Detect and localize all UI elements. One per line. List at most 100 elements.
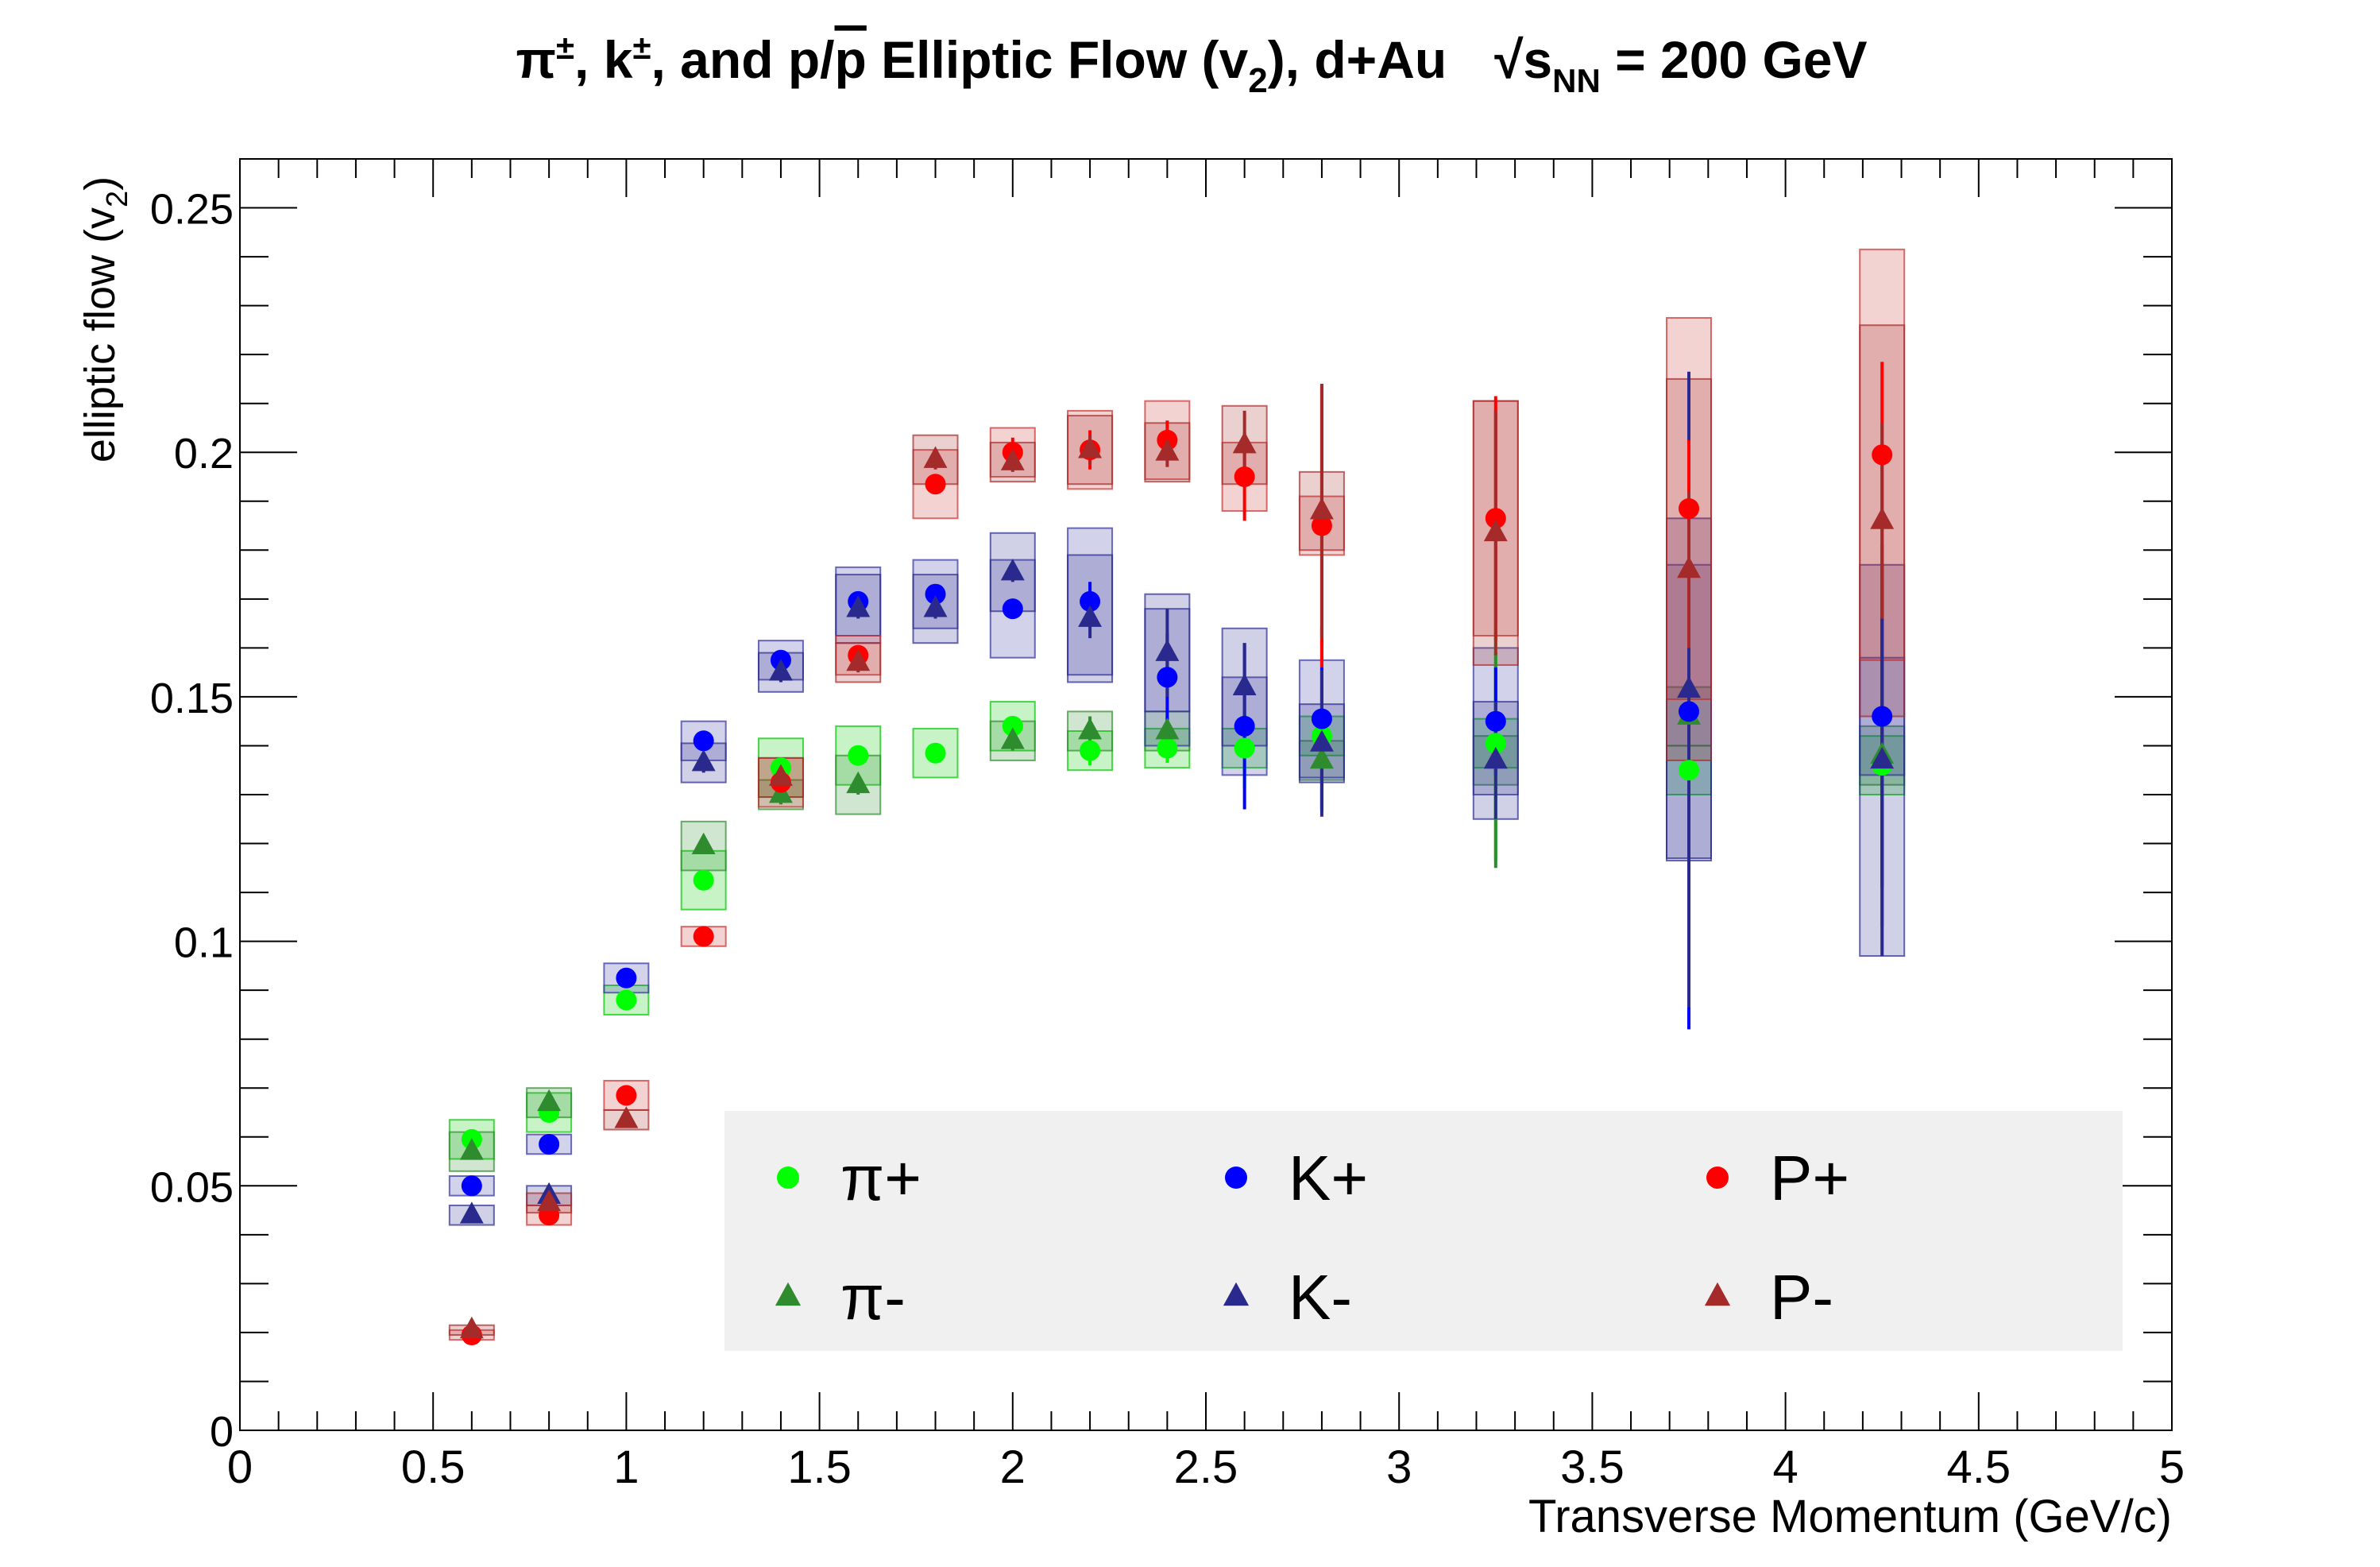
marker-k-minus xyxy=(691,749,716,772)
marker-pi-minus xyxy=(1000,727,1025,749)
marker-p-minus xyxy=(1483,519,1508,542)
marker-pi-minusplus xyxy=(1679,760,1699,781)
x-tick-label: 2.5 xyxy=(1174,1441,1238,1493)
marker-pi-minusplus xyxy=(1485,733,1506,754)
legend-entry-kminus-marker xyxy=(1223,1282,1250,1306)
title-proton-text: , and p/ xyxy=(651,30,835,89)
x-tick-label: 1 xyxy=(613,1441,639,1493)
marker-pi-minus xyxy=(846,771,871,794)
legend-entry-piminus: π- xyxy=(775,1262,906,1333)
y-tick-label: 0 xyxy=(210,1408,234,1456)
marker-p-minus xyxy=(1000,448,1025,470)
marker-k-minusplus xyxy=(1157,667,1178,688)
marker-pi-minus xyxy=(537,1089,562,1112)
y-axis-label-close: ) xyxy=(76,176,124,191)
x-tick-label: 1.5 xyxy=(787,1441,852,1493)
legend-entry-piplus: π+ xyxy=(777,1143,921,1213)
x-tick-label: 3.5 xyxy=(1560,1441,1625,1493)
marker-k-minusplus xyxy=(1002,598,1023,620)
marker-k-minusplus xyxy=(539,1134,560,1155)
marker-p-minusplus xyxy=(693,926,714,947)
legend-entry-piplus-marker xyxy=(777,1167,799,1189)
marker-k-minus xyxy=(1870,746,1895,769)
marker-p-minus xyxy=(1309,497,1334,520)
marker-k-minus xyxy=(459,1201,484,1224)
marker-pi-minusplus xyxy=(1080,740,1101,761)
marker-p-minusplus xyxy=(1311,515,1332,536)
title-sqrt-s: √s xyxy=(1494,30,1552,89)
legend-entry-piplus-label: π+ xyxy=(840,1143,921,1213)
title-main-text: Elliptic Flow (v xyxy=(867,30,1249,89)
marker-k-minusplus xyxy=(925,583,946,605)
title-pi-charge: ± xyxy=(556,29,574,66)
marker-pi-minus xyxy=(1155,718,1180,740)
marker-k-minus xyxy=(1309,729,1334,752)
marker-p-minusplus xyxy=(925,474,946,495)
title-v2-subscript: 2 xyxy=(1248,61,1267,100)
y-axis-label-main: elliptic flow (v xyxy=(76,207,124,462)
y-tick-label: 0.15 xyxy=(150,675,234,722)
legend-entry-kplus-marker xyxy=(1225,1167,1247,1189)
marker-pi-minus xyxy=(1309,746,1334,769)
marker-pi-minusplus xyxy=(616,989,637,1011)
x-tick-label: 4 xyxy=(1772,1441,1798,1493)
x-tick-label: 0.5 xyxy=(401,1441,466,1493)
marker-p-minusplus xyxy=(1679,498,1699,519)
y-tick-label: 0.2 xyxy=(174,430,234,478)
x-tick-label: 0 xyxy=(227,1441,253,1493)
legend-background xyxy=(724,1111,2123,1351)
legend-entry-kplus: K+ xyxy=(1225,1143,1368,1213)
marker-k-minusplus xyxy=(616,967,637,989)
legend-entry-kminus: K- xyxy=(1223,1262,1352,1333)
marker-k-minusplus xyxy=(693,730,714,752)
y-tick-label: 0.1 xyxy=(174,919,234,967)
marker-k-minus xyxy=(846,595,871,617)
marker-pi-minusplus xyxy=(925,742,946,764)
marker-p-minus xyxy=(459,1316,484,1339)
title-k-text: , k xyxy=(574,30,633,89)
marker-k-minusplus xyxy=(1080,590,1101,612)
legend-entry-kplus-label: K+ xyxy=(1289,1143,1368,1213)
marker-pi-minus xyxy=(691,832,716,854)
marker-k-minusplus xyxy=(1872,706,1893,727)
marker-k-minusplus xyxy=(1485,710,1506,732)
marker-p-minus xyxy=(1870,507,1895,529)
marker-k-minus xyxy=(1677,675,1701,698)
title-nn-subscript: NN xyxy=(1552,62,1601,99)
marker-k-minus xyxy=(923,595,948,617)
marker-k-minusplus xyxy=(1679,701,1699,722)
x-tick-label: 2 xyxy=(1000,1441,1026,1493)
marker-k-minus xyxy=(1155,639,1180,661)
x-tick-label: 4.5 xyxy=(1946,1441,2011,1493)
marker-pi-minusplus xyxy=(693,869,714,891)
marker-pi-minus xyxy=(459,1138,484,1160)
title-energy: = 200 GeV xyxy=(1601,30,1868,89)
marker-k-minus xyxy=(1000,559,1025,581)
marker-p-minus xyxy=(769,764,793,786)
marker-p-minus xyxy=(1155,439,1180,461)
legend-entry-piminus-label: π- xyxy=(840,1262,906,1333)
marker-p-minus xyxy=(1677,555,1701,578)
marker-k-minusplus xyxy=(461,1175,482,1197)
title-k-charge: ± xyxy=(632,29,651,66)
marker-p-minus xyxy=(614,1106,639,1128)
y-axis-label-subscript: 2 xyxy=(101,191,134,207)
marker-p-minus xyxy=(1078,436,1103,458)
y-axis-label: elliptic flow (v2) xyxy=(76,176,134,462)
y-tick-label: 0.25 xyxy=(150,186,234,234)
marker-p-minus xyxy=(846,648,871,671)
marker-p-minusplus xyxy=(1872,444,1893,466)
marker-p-minusplus xyxy=(616,1085,637,1106)
title-pi-symbol: π xyxy=(516,30,556,89)
legend-entry-pplus: P+ xyxy=(1706,1143,1849,1213)
legend: π+ K+ P+ π- K- P- xyxy=(724,1111,2123,1351)
marker-p-minus xyxy=(923,446,948,468)
x-tick-label: 5 xyxy=(2159,1441,2185,1493)
marker-k-minus xyxy=(1232,673,1257,695)
plot-frame xyxy=(239,158,2173,1431)
y-tick-label: 0.05 xyxy=(150,1163,234,1211)
legend-entry-pminus: P- xyxy=(1704,1262,1833,1333)
data-markers xyxy=(459,429,1895,1345)
marker-pi-minusplus xyxy=(1157,737,1178,759)
